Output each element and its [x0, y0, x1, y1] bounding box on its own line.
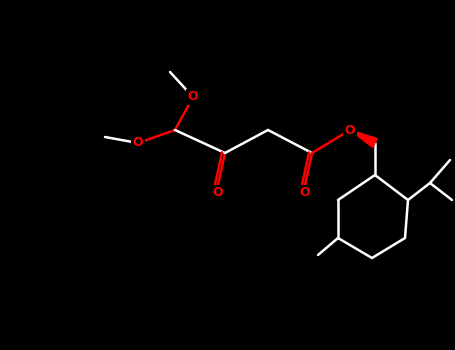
Text: O: O: [187, 91, 198, 104]
Text: O: O: [345, 124, 355, 136]
Text: O: O: [300, 187, 310, 199]
Text: O: O: [212, 187, 223, 199]
Text: O: O: [133, 136, 143, 149]
Polygon shape: [350, 130, 377, 147]
